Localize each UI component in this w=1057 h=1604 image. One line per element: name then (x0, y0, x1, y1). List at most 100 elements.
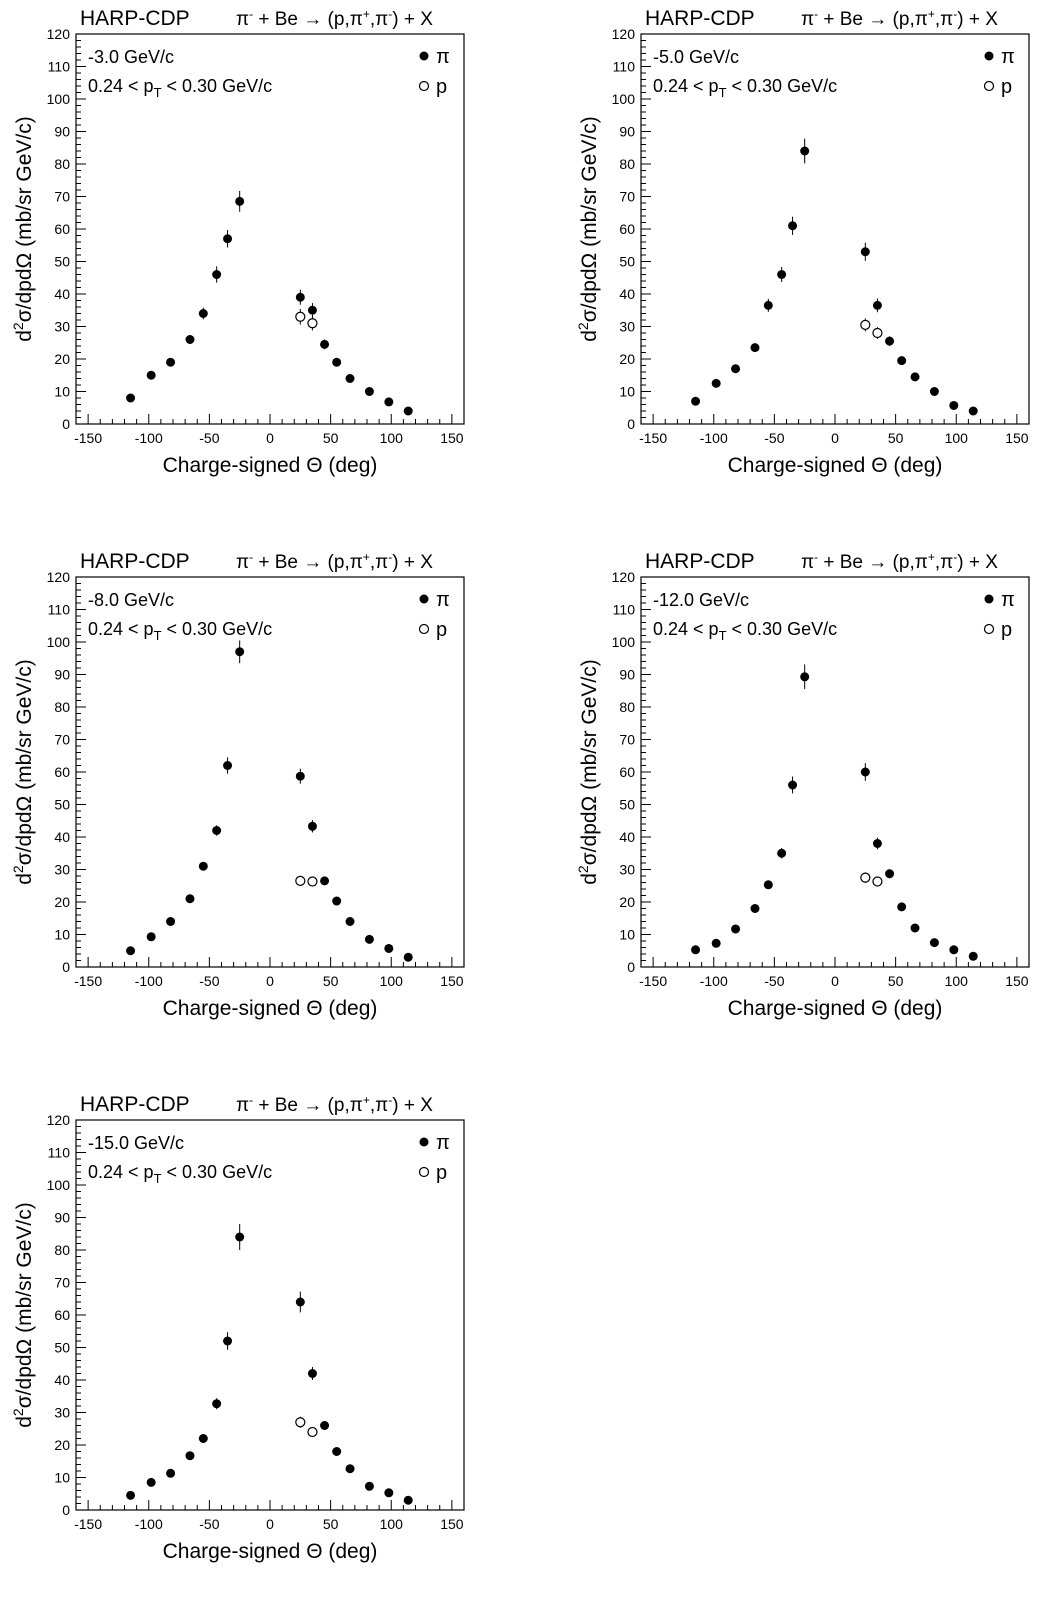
data-point-pi (872, 300, 882, 310)
y-tick-label: 80 (54, 1242, 70, 1258)
data-point-pi (788, 780, 798, 790)
reaction-end: ) + X (392, 552, 433, 573)
y-tick-label: 110 (48, 1145, 71, 1161)
reaction-end: ) + X (392, 9, 433, 30)
reaction-sup: - (814, 7, 818, 21)
y-label-rest: σ/dpdΩ (mb/sr GeV/c) (13, 1202, 36, 1408)
reaction-comma: ,π (935, 552, 953, 573)
y-tick-label: 110 (613, 59, 636, 75)
y-tick-label: 70 (619, 189, 635, 205)
y-axis-label: d2σ/dpdΩ (mb/sr GeV/c) (10, 116, 36, 342)
y-tick-label: 0 (62, 959, 70, 975)
pt-lo: 0.24 < p (88, 1162, 154, 1182)
data-point-pi (691, 396, 701, 406)
data-point-pi (332, 1447, 342, 1456)
x-tick-label: 50 (888, 430, 904, 446)
pt-hi: < 0.30 GeV/c (727, 619, 838, 639)
y-tick-label: 110 (48, 59, 71, 75)
x-axis-label: Charge-signed Θ (deg) (728, 454, 943, 477)
pt-lo: 0.24 < p (653, 76, 719, 96)
y-tick-label: 60 (54, 764, 70, 780)
data-point-p (872, 327, 883, 339)
data-point-pi (403, 952, 413, 962)
momentum-label: -3.0 GeV/c (88, 47, 174, 67)
data-point-pi (910, 372, 920, 382)
reaction-sup: + (363, 550, 370, 564)
data-point-p (295, 311, 306, 322)
x-tick-label: 0 (266, 430, 274, 446)
y-label-d: d (578, 873, 601, 885)
reaction-sup: - (388, 7, 392, 21)
y-tick-label: 40 (619, 286, 635, 302)
y-tick-label: 120 (612, 569, 636, 585)
reaction-sup: - (249, 550, 253, 564)
legend-label: p (436, 619, 447, 641)
experiment-label: HARP-CDP (80, 550, 190, 573)
experiment-label: HARP-CDP (80, 1093, 190, 1116)
data-point-pi (146, 1477, 156, 1487)
data-point-pi (223, 1336, 233, 1346)
data-point-pi (212, 270, 222, 279)
y-tick-label: 50 (54, 254, 70, 270)
reaction-pi: π (236, 552, 249, 573)
y-tick-label: 0 (62, 416, 70, 432)
data-point-pi (320, 1421, 330, 1430)
data-point-pi (968, 951, 978, 961)
reaction-sup: - (249, 1093, 253, 1107)
data-point-p (860, 319, 871, 330)
data-point-pi (307, 305, 317, 315)
y-tick-label: 60 (619, 764, 635, 780)
y-tick-label: 10 (54, 1470, 70, 1486)
x-axis-label: Charge-signed Θ (deg) (728, 997, 943, 1020)
y-tick-label: 30 (54, 1405, 70, 1421)
x-tick-label: -50 (199, 430, 219, 446)
reaction-end: ) + X (392, 1095, 433, 1116)
y-tick-label: 10 (54, 384, 70, 400)
y-tick-label: 50 (54, 797, 70, 813)
x-tick-label: 150 (440, 973, 464, 989)
data-point-pi (860, 767, 870, 777)
x-tick-label: -150 (639, 430, 667, 446)
legend-marker-open (418, 623, 430, 635)
data-point-pi (800, 672, 810, 682)
pt-hi: < 0.30 GeV/c (162, 619, 273, 639)
reaction-pi: π (801, 9, 814, 30)
legend-marker-filled (419, 594, 429, 604)
y-tick-label: 90 (619, 124, 635, 140)
x-tick-label: -150 (74, 1516, 102, 1532)
y-tick-label: 10 (54, 927, 70, 943)
legend-marker-filled (419, 1137, 429, 1147)
reaction-sup: - (814, 550, 818, 564)
data-point-p (307, 876, 318, 887)
experiment-label: HARP-CDP (645, 7, 755, 30)
chart-panel-1: HARP-CDP π- + Be → (p,π+,π-) + X-3.0 GeV/… (10, 7, 465, 477)
data-point-p (307, 318, 318, 329)
reaction-middle: + Be → (p,π (253, 9, 363, 30)
data-point-pi (968, 406, 978, 416)
x-axis-label: Charge-signed Θ (deg) (163, 997, 378, 1020)
data-point-pi (345, 374, 355, 383)
x-tick-label: 0 (831, 430, 839, 446)
reaction-sup: + (363, 1093, 370, 1107)
x-tick-label: -100 (135, 1516, 163, 1532)
momentum-label: -8.0 GeV/c (88, 590, 174, 610)
reaction-pi: π (236, 9, 249, 30)
x-tick-label: 50 (888, 973, 904, 989)
reaction-end: ) + X (957, 552, 998, 573)
y-tick-label: 110 (613, 602, 636, 618)
y-tick-label: 20 (619, 894, 635, 910)
pt-hi: < 0.30 GeV/c (162, 76, 273, 96)
data-point-pi (212, 826, 222, 835)
x-axis-label: Charge-signed Θ (deg) (163, 1540, 378, 1563)
data-point-pi (750, 343, 760, 353)
data-point-pi (364, 387, 374, 396)
data-point-pi (166, 917, 176, 926)
data-point-pi (126, 946, 136, 956)
reaction-middle: + Be → (p,π (253, 1095, 363, 1116)
data-point-pi (126, 1490, 136, 1500)
x-tick-label: -100 (135, 973, 163, 989)
legend-marker-open (983, 80, 995, 92)
pt-sub: T (154, 85, 162, 100)
legend-label: π (1001, 589, 1015, 611)
